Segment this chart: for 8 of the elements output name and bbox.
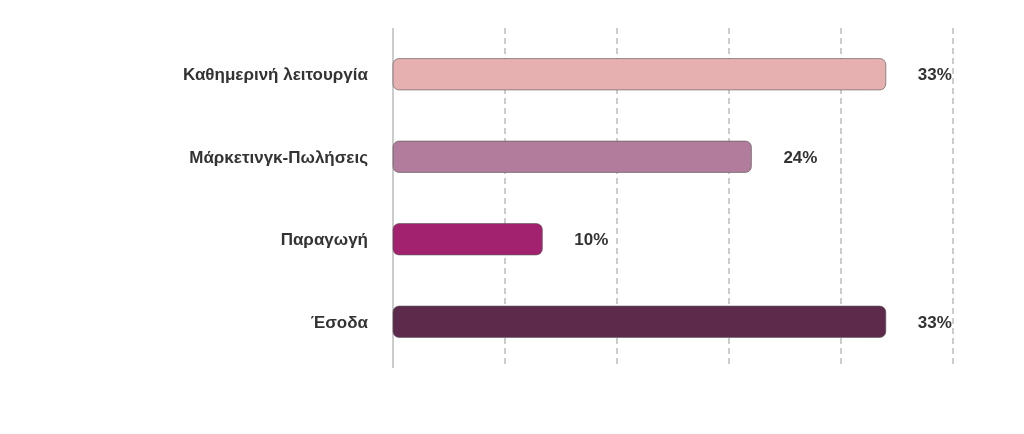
y-tick-label: Παραγωγή bbox=[280, 230, 368, 250]
data-label: 33% bbox=[917, 65, 952, 85]
y-tick-label: Καθημερινή λειτουργία bbox=[183, 65, 369, 85]
data-label: 33% bbox=[917, 312, 952, 332]
data-label: 24% bbox=[783, 147, 818, 167]
data-label: 10% bbox=[574, 230, 609, 250]
y-tick-label: Έσοδα bbox=[310, 312, 369, 332]
y-tick-label: Μάρκετινγκ-Πωλήσεις bbox=[189, 147, 369, 167]
